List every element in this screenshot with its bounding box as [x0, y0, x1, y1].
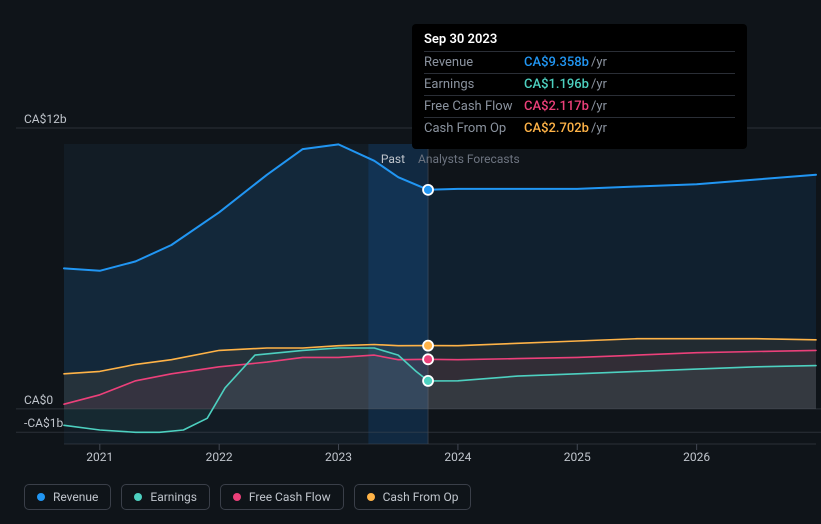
tooltip-row-suffix: /yr: [591, 99, 607, 114]
tooltip-row-label: Earnings: [424, 77, 524, 92]
tooltip-row-value: CA$1.196b: [524, 77, 589, 92]
x-axis-label: 2025: [564, 450, 591, 464]
tooltip-row-label: Cash From Op: [424, 121, 524, 136]
tooltip-row: RevenueCA$9.358b/yr: [424, 51, 735, 73]
forecast-label: Analysts Forecasts: [418, 152, 520, 166]
x-axis-label: 2023: [325, 450, 352, 464]
past-label: Past: [381, 152, 405, 166]
tooltip-row-suffix: /yr: [591, 55, 607, 70]
y-axis-label: CA$0: [24, 393, 53, 407]
tooltip-row-value: CA$9.358b: [524, 55, 589, 70]
tooltip-row: EarningsCA$1.196b/yr: [424, 73, 735, 95]
tooltip-row-value: CA$2.702b: [524, 121, 589, 136]
legend-item-revenue[interactable]: Revenue: [24, 484, 111, 510]
legend-item-earnings[interactable]: Earnings: [121, 484, 210, 510]
legend: Revenue Earnings Free Cash Flow Cash From O…: [24, 484, 471, 510]
x-axis-label: 2021: [86, 450, 113, 464]
legend-dot-icon: [233, 493, 241, 501]
tooltip-row-suffix: /yr: [591, 77, 607, 92]
y-axis-label: -CA$1b: [24, 416, 63, 430]
x-axis-label: 2026: [683, 450, 710, 464]
legend-item-label: Free Cash Flow: [249, 490, 331, 504]
tooltip-row-value: CA$2.117b: [524, 99, 589, 114]
tooltip: Sep 30 2023 RevenueCA$9.358b/yrEarningsC…: [412, 24, 747, 149]
tooltip-row-label: Free Cash Flow: [424, 99, 524, 114]
x-axis-label: 2024: [444, 450, 471, 464]
legend-dot-icon: [37, 493, 45, 501]
tooltip-date: Sep 30 2023: [424, 32, 735, 47]
legend-item-label: Cash From Op: [383, 490, 459, 504]
legend-dot-icon: [367, 493, 375, 501]
legend-item-label: Earnings: [150, 490, 197, 504]
x-axis-label: 2022: [206, 450, 233, 464]
legend-item-cash-from-op[interactable]: Cash From Op: [354, 484, 472, 510]
legend-dot-icon: [134, 493, 142, 501]
tooltip-row-suffix: /yr: [591, 121, 607, 136]
legend-item-free-cash-flow[interactable]: Free Cash Flow: [220, 484, 344, 510]
tooltip-row-label: Revenue: [424, 55, 524, 70]
tooltip-row: Cash From OpCA$2.702b/yr: [424, 117, 735, 139]
tooltip-row: Free Cash FlowCA$2.117b/yr: [424, 95, 735, 117]
y-axis-label: CA$12b: [24, 112, 67, 126]
legend-item-label: Revenue: [53, 490, 98, 504]
